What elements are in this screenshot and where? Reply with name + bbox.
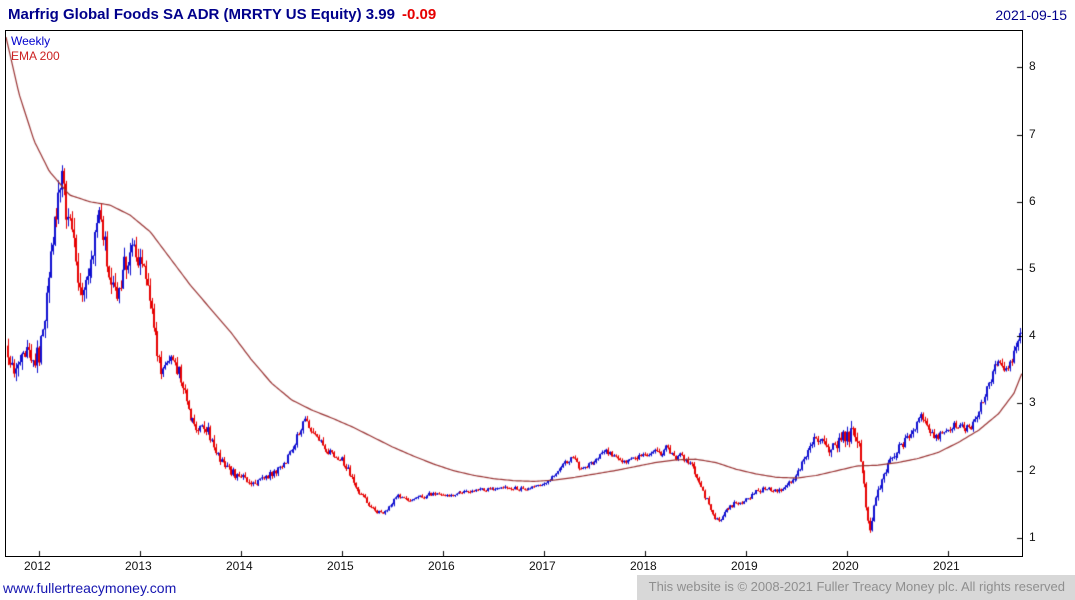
chart-plot-area[interactable]: Weekly EMA 200 xyxy=(5,30,1023,557)
y-tick-label: 1 xyxy=(1029,530,1036,544)
y-tick-label: 8 xyxy=(1029,59,1036,73)
x-tick-label: 2017 xyxy=(529,559,556,573)
chart-legend: Weekly EMA 200 xyxy=(11,34,60,64)
x-tick-label: 2016 xyxy=(428,559,455,573)
x-tick-label: 2021 xyxy=(933,559,960,573)
y-tick-label: 4 xyxy=(1029,328,1036,342)
x-tick-label: 2015 xyxy=(327,559,354,573)
y-tick-label: 2 xyxy=(1029,463,1036,477)
ema-label: EMA 200 xyxy=(11,49,60,63)
x-tick-label: 2013 xyxy=(125,559,152,573)
timeframe-label: Weekly xyxy=(11,34,51,48)
y-tick-label: 3 xyxy=(1029,395,1036,409)
chart-title: Marfrig Global Foods SA ADR (MRRTY US Eq… xyxy=(8,6,436,23)
y-axis-labels: 1 2 3 4 5 6 7 8 xyxy=(1029,30,1073,557)
y-tick-label: 6 xyxy=(1029,194,1036,208)
x-tick-label: 2012 xyxy=(24,559,51,573)
chart-date: 2021-09-15 xyxy=(995,7,1067,23)
price-change: -0.09 xyxy=(401,6,437,23)
candlestick-canvas[interactable] xyxy=(6,31,1022,556)
x-tick-label: 2018 xyxy=(630,559,657,573)
instrument-title: Marfrig Global Foods SA ADR (MRRTY US Eq… xyxy=(8,6,395,23)
x-tick-label: 2020 xyxy=(832,559,859,573)
x-axis-labels: 2012 2013 2014 2015 2016 2017 2018 2019 2020 2021 xyxy=(5,559,1023,574)
x-tick-label: 2014 xyxy=(226,559,253,573)
website-link[interactable]: www.fullertreacymoney.com xyxy=(3,580,177,596)
y-tick-label: 7 xyxy=(1029,127,1036,141)
x-tick-label: 2019 xyxy=(731,559,758,573)
copyright-notice: This website is © 2008-2021 Fuller Treac… xyxy=(636,575,1075,600)
y-tick-label: 5 xyxy=(1029,261,1036,275)
